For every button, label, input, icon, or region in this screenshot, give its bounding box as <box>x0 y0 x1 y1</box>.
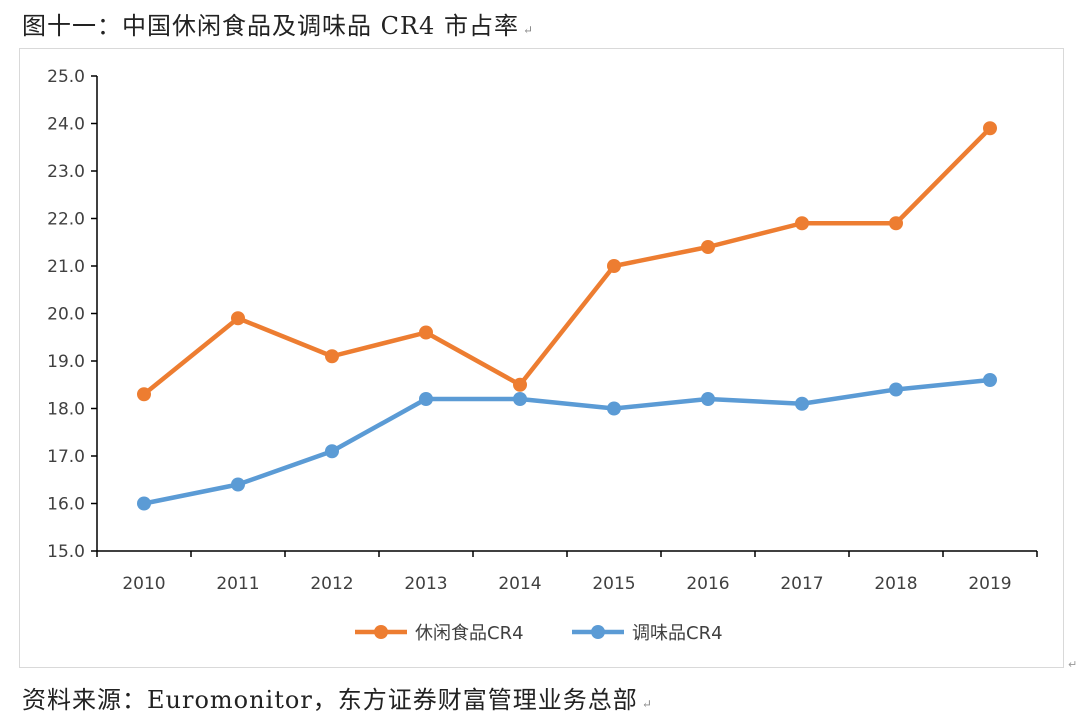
x-tick-label: 2010 <box>122 574 165 594</box>
series-1-point <box>795 216 809 231</box>
figure-caption: 图十一：中国休闲食品及调味品 CR4 市占率 ↵ <box>22 6 534 41</box>
y-tick-label: 16.0 <box>47 495 85 515</box>
series-2-point <box>231 477 245 492</box>
source-note: 资料来源：Euromonitor，东方证券财富管理业务总部 ↵ <box>22 680 653 715</box>
y-tick-label: 25.0 <box>47 67 85 87</box>
x-tick-label: 2015 <box>592 574 635 594</box>
y-tick-label: 22.0 <box>47 210 85 230</box>
series-2-point <box>607 401 621 416</box>
series-1-point <box>513 377 527 392</box>
series-line-2 <box>141 377 993 506</box>
y-tick-label: 24.0 <box>47 115 85 135</box>
x-tick-label: 2011 <box>216 574 259 594</box>
source-text: 资料来源：Euromonitor，东方证券财富管理业务总部 <box>22 686 638 714</box>
figure-title: 图十一：中国休闲食品及调味品 CR4 市占率 <box>22 12 519 40</box>
series-2-point <box>137 496 151 511</box>
x-tick-label: 2018 <box>874 574 917 594</box>
series-1-point <box>889 216 903 231</box>
series-1-point <box>701 240 715 254</box>
x-tick-label: 2016 <box>686 574 729 594</box>
chart-frame <box>19 48 1064 668</box>
series-line-1 <box>141 126 993 397</box>
series-1-point <box>231 311 245 326</box>
paragraph-mark-icon: ↵ <box>641 697 653 711</box>
paragraph-mark-icon: ↵ <box>1068 658 1078 671</box>
y-tick-label: 15.0 <box>47 542 85 562</box>
y-tick-label: 18.0 <box>47 400 85 420</box>
legend-label: 调味品CR4 <box>632 623 723 644</box>
series-1-point <box>983 121 997 136</box>
series-1-point <box>607 259 621 273</box>
y-tick-label: 17.0 <box>47 447 85 467</box>
legend-swatch-marker <box>591 625 605 639</box>
series-1-point <box>419 325 433 340</box>
series-2-point <box>419 392 433 406</box>
x-tick-label: 2012 <box>310 574 353 594</box>
y-tick-label: 19.0 <box>47 352 85 372</box>
legend-swatch-marker <box>374 625 388 639</box>
x-tick-label: 2019 <box>968 574 1011 594</box>
series-2-point <box>325 444 339 459</box>
x-tick-label: 2017 <box>780 574 823 594</box>
series-2-point <box>795 396 809 411</box>
legend-label: 休闲食品CR4 <box>415 623 524 644</box>
y-tick-label: 21.0 <box>47 257 85 277</box>
x-tick-label: 2014 <box>498 574 541 594</box>
x-tick-label: 2013 <box>404 574 447 594</box>
y-tick-label: 20.0 <box>47 305 85 325</box>
series-1-point <box>325 349 339 364</box>
paragraph-mark-icon: ↵ <box>522 23 535 37</box>
series-2-point <box>513 392 527 406</box>
series-2-point <box>983 373 997 387</box>
series-2-point <box>701 392 715 406</box>
series-1-point <box>137 387 151 402</box>
y-tick-label: 23.0 <box>47 162 85 182</box>
series-2-point <box>889 382 903 397</box>
